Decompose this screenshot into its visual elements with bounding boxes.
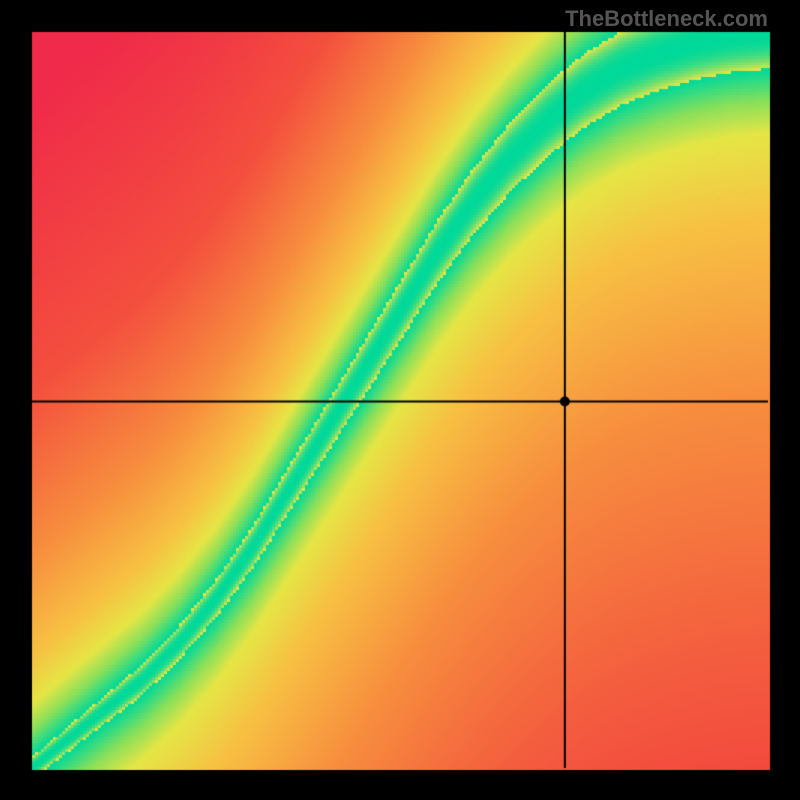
bottleneck-heatmap — [0, 0, 800, 800]
watermark-text: TheBottleneck.com — [565, 6, 768, 32]
chart-container: { "watermark": { "text": "TheBottleneck.… — [0, 0, 800, 800]
